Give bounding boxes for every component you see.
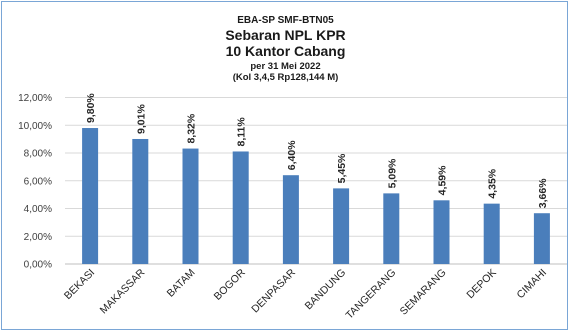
y-tick-label: 2,00%: [24, 232, 52, 243]
bar: [433, 200, 450, 264]
y-tick-label: 0,00%: [24, 260, 52, 271]
bar: [232, 151, 249, 264]
bar: [182, 148, 199, 264]
data-label: 6,40%: [286, 140, 298, 170]
data-label: 9,80%: [85, 93, 97, 123]
chart-supertitle: EBA-SP SMF-BTN05: [237, 15, 334, 26]
bar: [483, 203, 500, 264]
bar: [333, 188, 350, 264]
y-tick-label: 6,00%: [24, 176, 52, 187]
x-tick-label: DEPOK: [464, 267, 498, 301]
chart-title-line-2: 10 Kantor Cabang: [225, 43, 346, 59]
x-tick-label: BANDUNG: [303, 267, 349, 313]
data-label: 4,35%: [487, 168, 499, 198]
data-label: 9,01%: [135, 104, 147, 134]
x-tick-label: DENPASAR: [249, 266, 298, 315]
y-tick-label: 10,00%: [18, 121, 52, 132]
data-label: 8,32%: [186, 113, 198, 143]
bar: [82, 128, 99, 264]
chart-title: Sebaran NPL KPR: [225, 27, 346, 43]
chart-subtitle-note: (Kol 3,4,5 Rp128,144 M): [232, 72, 339, 83]
data-label: 4,59%: [437, 165, 449, 195]
data-label: 5,45%: [336, 153, 348, 183]
data-label: 3,66%: [537, 178, 549, 208]
chart-subtitle-date: per 31 Mei 2022: [250, 61, 321, 72]
x-tick-label: CIMAHI: [515, 267, 549, 301]
x-tick-label: TANGERANG: [343, 267, 398, 322]
bar: [533, 213, 550, 264]
x-tick-label: BOGOR: [212, 266, 248, 302]
bar: [282, 175, 299, 264]
x-tick-label: MAKASSAR: [98, 266, 148, 316]
bar: [383, 193, 400, 264]
x-tick-label: BEKASI: [62, 267, 97, 302]
y-tick-label: 4,00%: [24, 204, 52, 215]
x-tick-label: SEMARANG: [398, 267, 449, 318]
bar: [132, 138, 149, 264]
data-label: 8,11%: [236, 117, 248, 147]
y-tick-label: 12,00%: [18, 93, 52, 104]
x-tick-label: BATAM: [165, 267, 198, 300]
data-label: 5,09%: [386, 158, 398, 188]
y-tick-label: 8,00%: [24, 149, 52, 160]
